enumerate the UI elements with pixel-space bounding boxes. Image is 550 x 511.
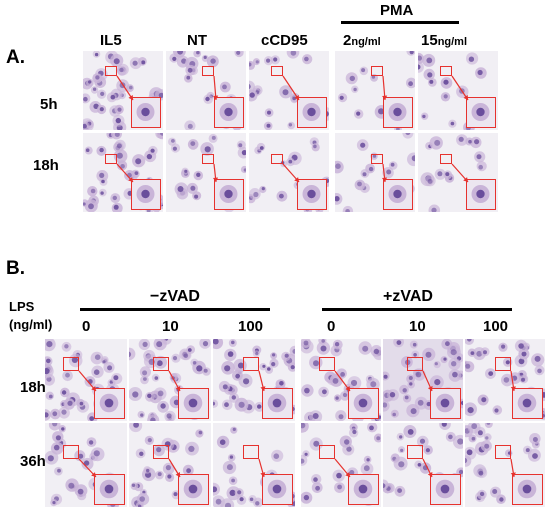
inset-b-18h-plus-0 — [348, 388, 379, 419]
zoom-box-b-18h-minus-10 — [153, 357, 169, 371]
inset-b-36h-minus-10 — [178, 474, 209, 505]
row-label-5h: 5h — [40, 96, 58, 113]
zoom-box-b-36h-minus-0 — [63, 445, 79, 459]
micrograph-a-5h-il5 — [83, 51, 163, 130]
zoom-box-b-36h-plus-0 — [319, 445, 335, 459]
dose-label-10-plus: 10 — [409, 318, 426, 335]
zoom-box-a-18h-il5 — [105, 154, 117, 164]
inset-a-18h-ccd95 — [297, 179, 327, 210]
zoom-box-b-18h-plus-100 — [495, 357, 511, 371]
row-label-18h-a: 18h — [33, 157, 59, 174]
zoom-box-a-5h-il5 — [105, 66, 117, 76]
lps-unit-label: (ng/ml) — [9, 317, 53, 332]
column-label-nt: NT — [187, 32, 207, 49]
group-label-minus-zvad: −zVAD — [150, 288, 200, 305]
inset-a-18h-nt — [214, 179, 244, 210]
inset-b-36h-minus-0 — [94, 474, 125, 505]
lps-label: LPS — [9, 299, 35, 314]
micrograph-b-18h-minus-100 — [213, 339, 295, 421]
zoom-box-a-18h-ccd95 — [271, 154, 283, 164]
dose-label-0-minus: 0 — [82, 318, 91, 335]
zoom-box-b-36h-plus-100 — [495, 445, 511, 459]
micrograph-b-36h-plus-100 — [465, 423, 545, 507]
inset-a-18h-pma-2 — [383, 179, 413, 210]
zoom-box-a-5h-pma-15 — [440, 66, 452, 76]
dose-label-100-minus: 100 — [238, 318, 264, 335]
zoom-box-b-36h-minus-100 — [243, 445, 259, 459]
panel-a-pma-bar — [341, 21, 459, 24]
zoom-box-a-18h-pma-15 — [440, 154, 452, 164]
inset-b-36h-plus-10 — [430, 474, 461, 505]
inset-b-18h-minus-10 — [178, 388, 209, 419]
dose-label-10-minus: 10 — [162, 318, 179, 335]
inset-b-18h-plus-100 — [512, 388, 543, 419]
zoom-box-a-18h-pma-2 — [371, 154, 383, 164]
group-bar-plus-zvad — [322, 308, 512, 311]
zoom-box-b-18h-plus-0 — [319, 357, 335, 371]
inset-a-5h-ccd95 — [297, 97, 327, 128]
inset-a-5h-pma-15 — [466, 97, 496, 128]
column-label-ccd95: cCD95 — [261, 32, 308, 49]
inset-b-36h-minus-100 — [262, 474, 293, 505]
zoom-box-a-18h-nt — [202, 154, 214, 164]
inset-a-5h-nt — [214, 97, 244, 128]
inset-b-18h-minus-100 — [262, 388, 293, 419]
zoom-box-b-18h-plus-10 — [407, 357, 423, 371]
inset-b-18h-minus-0 — [94, 388, 125, 419]
panel-a-letter: A. — [6, 47, 25, 68]
panel-a-pma-label: PMA — [380, 2, 414, 19]
row-label-18h-b: 18h — [20, 379, 46, 396]
inset-b-36h-plus-0 — [348, 474, 379, 505]
group-bar-minus-zvad — [80, 308, 270, 311]
dose-label-100-plus: 100 — [483, 318, 509, 335]
zoom-box-b-36h-plus-10 — [407, 445, 423, 459]
inset-b-36h-plus-100 — [512, 474, 543, 505]
row-label-36h: 36h — [20, 453, 46, 470]
column-label-pma-15: 15ng/ml — [421, 32, 468, 49]
group-label-plus-zvad: +zVAD — [383, 288, 433, 305]
zoom-box-b-18h-minus-100 — [243, 357, 259, 371]
zoom-box-a-5h-nt — [202, 66, 214, 76]
zoom-box-a-5h-ccd95 — [271, 66, 283, 76]
inset-a-18h-pma-15 — [466, 179, 496, 210]
zoom-box-a-5h-pma-2 — [371, 66, 383, 76]
inset-a-18h-il5 — [131, 179, 161, 210]
zoom-box-b-36h-minus-10 — [153, 445, 169, 459]
inset-b-18h-plus-10 — [430, 388, 461, 419]
inset-a-5h-il5 — [131, 97, 161, 128]
panel-b-letter: B. — [6, 258, 25, 279]
inset-a-5h-pma-2 — [383, 97, 413, 128]
zoom-box-b-18h-minus-0 — [63, 357, 79, 371]
column-label-il5: IL5 — [100, 32, 122, 49]
dose-label-0-plus: 0 — [327, 318, 336, 335]
column-label-pma-2: 2ng/ml — [343, 32, 381, 49]
